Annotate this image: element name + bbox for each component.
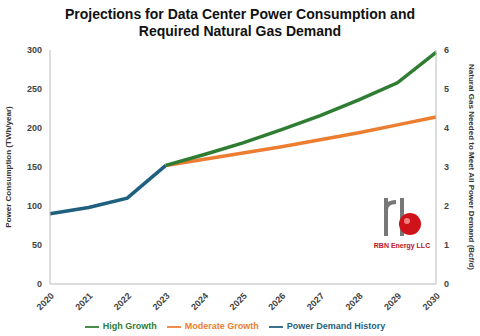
svg-text:2021: 2021 bbox=[73, 291, 94, 312]
svg-text:2028: 2028 bbox=[343, 291, 364, 312]
svg-text:0: 0 bbox=[444, 279, 449, 289]
svg-text:100: 100 bbox=[27, 201, 42, 211]
svg-text:150: 150 bbox=[27, 162, 42, 172]
svg-text:4: 4 bbox=[444, 123, 449, 133]
svg-text:250: 250 bbox=[27, 84, 42, 94]
svg-text:2029: 2029 bbox=[382, 291, 403, 312]
svg-text:2027: 2027 bbox=[305, 291, 326, 312]
svg-text:2020: 2020 bbox=[35, 291, 56, 312]
html-text:High Growth: High Growth bbox=[102, 321, 157, 332]
svg-text:3: 3 bbox=[444, 162, 449, 172]
svg-text:2024: 2024 bbox=[189, 291, 210, 312]
svg-text:0: 0 bbox=[37, 279, 42, 289]
html-text:RBN Energy LLC: RBN Energy LLC bbox=[373, 242, 431, 249]
html-text:Projections for Data Center Po: Projections for Data Center Power Consum… bbox=[65, 6, 415, 39]
svg-text:1: 1 bbox=[444, 240, 449, 250]
html-text:Moderate Growth: Moderate Growth bbox=[184, 321, 259, 332]
svg-text:2025: 2025 bbox=[228, 291, 249, 312]
svg-text:Power Consumption (TWh/year): Power Consumption (TWh/year) bbox=[8, 106, 13, 228]
svg-text:300: 300 bbox=[27, 45, 42, 55]
svg-text:2030: 2030 bbox=[421, 291, 442, 312]
svg-text:2: 2 bbox=[444, 201, 449, 211]
svg-text:2026: 2026 bbox=[266, 291, 287, 312]
svg-text:200: 200 bbox=[27, 123, 42, 133]
svg-text:5: 5 bbox=[444, 84, 449, 94]
svg-text:2022: 2022 bbox=[112, 291, 133, 312]
html-text:Power Demand History: Power Demand History bbox=[286, 321, 386, 332]
svg-text:Natural Gas Needed to Meet All: Natural Gas Needed to Meet All Power Dem… bbox=[467, 64, 472, 270]
svg-text:6: 6 bbox=[444, 45, 449, 55]
svg-text:2023: 2023 bbox=[150, 291, 171, 312]
svg-text:50: 50 bbox=[32, 240, 42, 250]
